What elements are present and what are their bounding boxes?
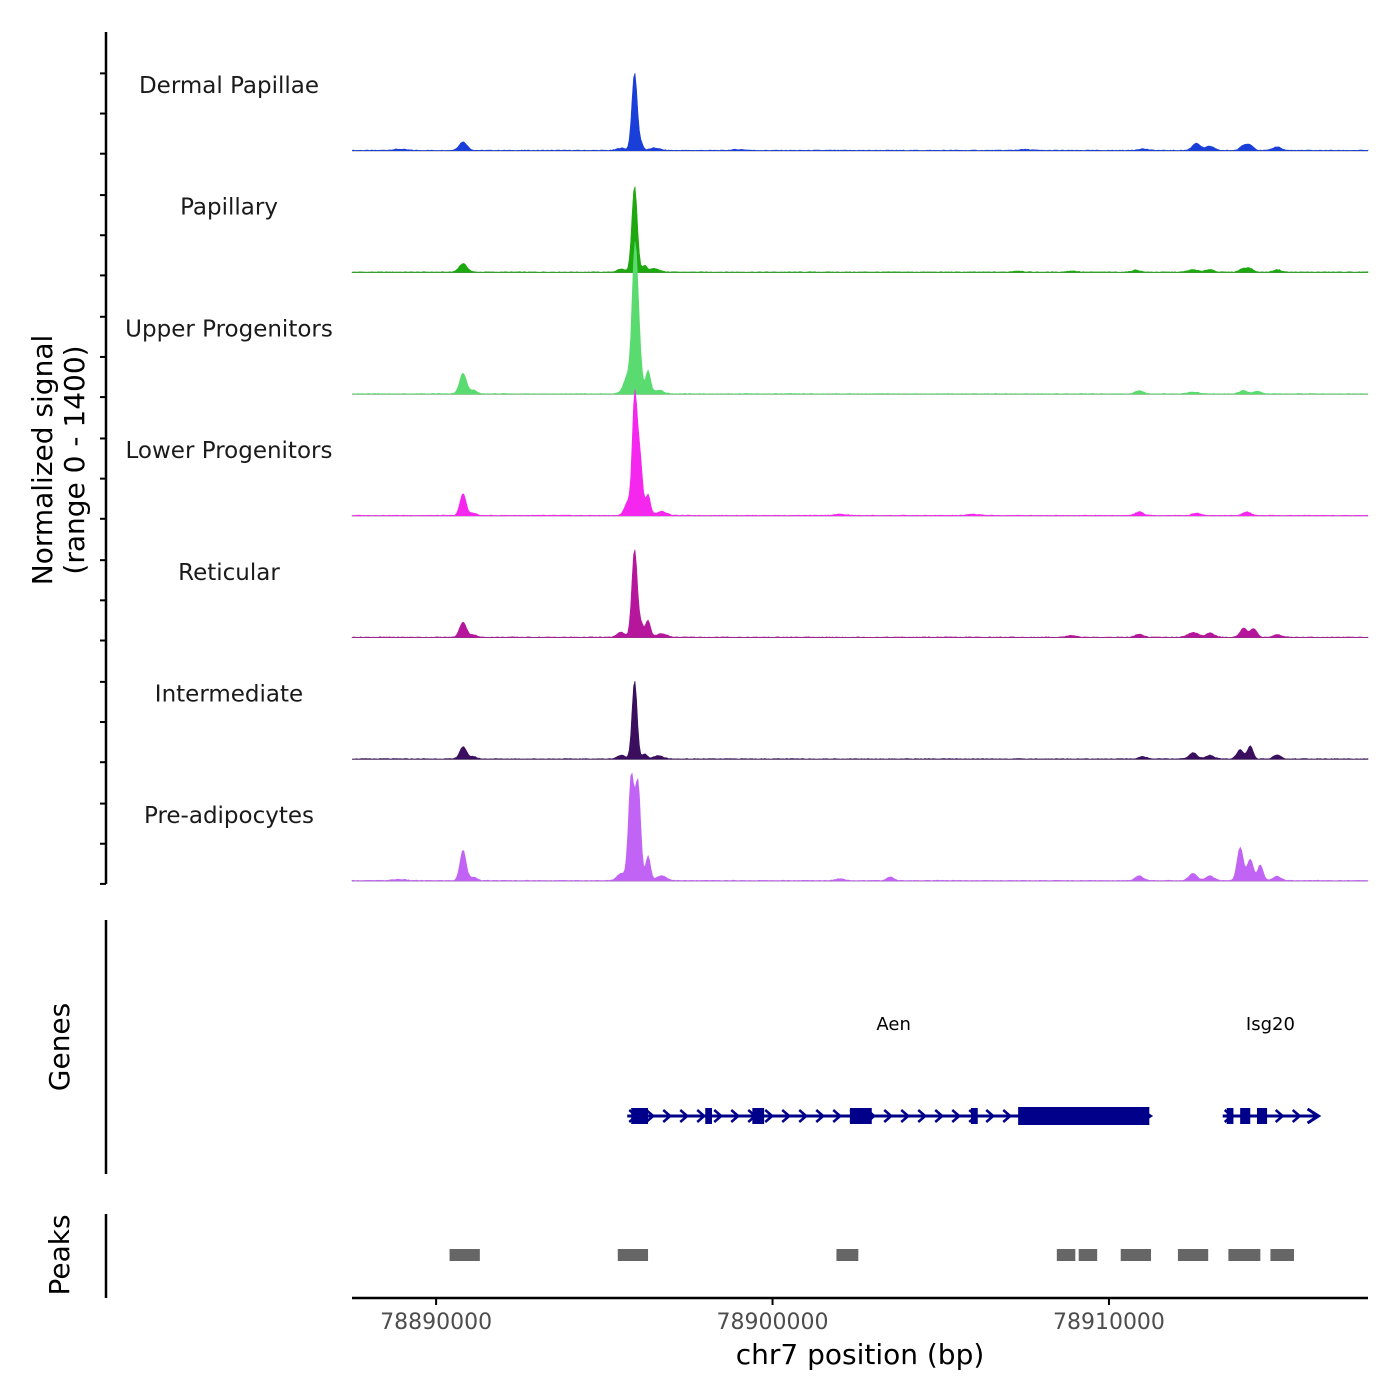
exon xyxy=(1240,1108,1251,1124)
peak-region xyxy=(1120,1249,1152,1261)
strand-arrow xyxy=(815,1109,826,1123)
exon xyxy=(1256,1108,1268,1124)
strand-arrow xyxy=(645,1109,656,1123)
exon xyxy=(849,1108,872,1124)
gene-label: Aen xyxy=(876,1014,910,1035)
coverage-area xyxy=(351,549,1369,638)
exon xyxy=(1018,1107,1150,1125)
strand-arrow xyxy=(662,1109,673,1123)
coverage-track: Lower Progenitors xyxy=(126,389,1369,517)
peak-region xyxy=(1270,1249,1294,1261)
strand-arrow xyxy=(985,1109,996,1123)
x-axis-title: chr7 position (bp) xyxy=(736,1338,985,1371)
peak-region xyxy=(1078,1249,1098,1261)
strand-arrow xyxy=(1002,1109,1013,1123)
strand-arrow xyxy=(1306,1107,1322,1125)
coverage-track: Pre-adipocytes xyxy=(144,772,1369,882)
peaks-track-title: Peaks xyxy=(43,1214,76,1295)
strand-arrow xyxy=(1274,1109,1285,1123)
x-axis: 78890000 78900000 78910000 xyxy=(352,1296,1368,1335)
strand-arrow xyxy=(917,1109,928,1123)
track-label: Pre-adipocytes xyxy=(144,803,314,829)
coverage-track: Papillary xyxy=(180,186,1369,273)
coverage-track: Upper Progenitors xyxy=(125,241,1369,395)
coverage-area xyxy=(351,241,1369,395)
peak-region xyxy=(617,1249,649,1261)
track-label: Intermediate xyxy=(155,682,303,708)
coverage-track: Reticular xyxy=(178,549,1369,638)
gene-model: Aen xyxy=(627,1014,1154,1125)
strand-arrow xyxy=(679,1109,690,1123)
track-label: Dermal Papillae xyxy=(139,73,319,99)
exon xyxy=(1226,1108,1234,1124)
x-tick-label: 78890000 xyxy=(380,1310,492,1335)
coverage-track: Intermediate xyxy=(155,681,1369,760)
strand-arrow xyxy=(883,1109,894,1123)
strand-arrow xyxy=(730,1109,741,1123)
coverage-area xyxy=(351,772,1369,882)
coverage-track: Dermal Papillae xyxy=(139,73,1369,152)
strand-arrow xyxy=(713,1109,724,1123)
strand-arrow xyxy=(900,1109,911,1123)
x-tick-label: 78900000 xyxy=(717,1310,829,1335)
gene-model: Isg20 xyxy=(1222,1014,1322,1125)
track-label: Upper Progenitors xyxy=(125,316,333,342)
peak-region xyxy=(1228,1249,1261,1261)
coverage-area xyxy=(351,389,1369,517)
coverage-area xyxy=(351,73,1369,152)
coverage-panel: Dermal Papillae Papillary Upper Progenitor… xyxy=(100,32,1369,885)
coverage-area xyxy=(351,681,1369,760)
gene-label: Isg20 xyxy=(1246,1014,1295,1035)
strand-arrow xyxy=(764,1109,775,1123)
strand-arrow xyxy=(934,1109,945,1123)
peaks-panel xyxy=(104,1214,1294,1298)
strand-arrow xyxy=(781,1109,792,1123)
track-label: Reticular xyxy=(178,560,280,586)
strand-arrow xyxy=(951,1109,962,1123)
strand-arrow xyxy=(798,1109,809,1123)
genes-track-title: Genes xyxy=(43,1003,76,1091)
exon xyxy=(631,1108,649,1124)
coverage-area xyxy=(351,186,1369,273)
peak-region xyxy=(1056,1249,1076,1261)
peak-region xyxy=(449,1249,480,1261)
strand-arrow xyxy=(696,1109,707,1123)
genes-panel: Aen Isg20 xyxy=(104,920,1322,1174)
x-tick-label: 78910000 xyxy=(1053,1310,1165,1335)
y-axis-title-line1: Normalized signal xyxy=(26,335,59,586)
strand-arrow xyxy=(832,1109,843,1123)
exon xyxy=(705,1108,712,1124)
exon xyxy=(971,1108,978,1124)
exon xyxy=(752,1108,765,1124)
y-axis-title-line2: (range 0 - 1400) xyxy=(58,345,91,574)
strand-arrow xyxy=(1291,1109,1302,1123)
track-label: Papillary xyxy=(180,195,278,221)
track-label: Lower Progenitors xyxy=(126,438,333,464)
peak-region xyxy=(1177,1249,1209,1261)
peak-region xyxy=(836,1249,859,1261)
